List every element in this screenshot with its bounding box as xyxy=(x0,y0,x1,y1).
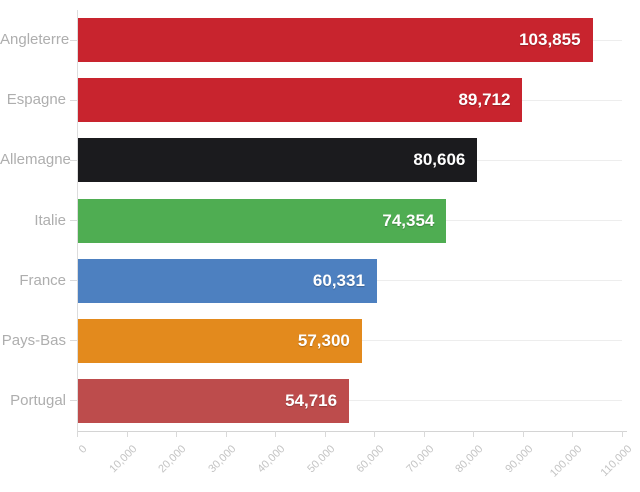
x-tick-80000 xyxy=(473,431,475,437)
category-tick-italie xyxy=(70,220,77,221)
bar-value-france: 60,331 xyxy=(312,270,365,290)
x-tick-110000 xyxy=(622,431,623,437)
x-tick-30000 xyxy=(225,431,227,437)
x-tick-90000 xyxy=(522,431,524,437)
x-tick-label-10000: 10,000 xyxy=(106,443,140,476)
bar-italie[interactable] xyxy=(78,198,447,243)
category-label-italie: Italie xyxy=(34,211,66,229)
bar-value-allemagne: 80,606 xyxy=(413,150,466,170)
x-tick-label-20000: 20,000 xyxy=(156,443,189,476)
bar-value-pays-bas: 57,300 xyxy=(297,330,350,350)
x-tick-label-50000: 50,000 xyxy=(304,443,338,476)
bar-france[interactable] xyxy=(78,258,377,303)
category-tick-espagne xyxy=(70,99,77,101)
bar-portugal[interactable] xyxy=(78,378,350,423)
bar-value-angleterre: 103,855 xyxy=(519,30,581,50)
x-tick-label-110000: 110,000 xyxy=(598,443,635,480)
x-tick-label-70000: 70,000 xyxy=(404,443,437,476)
category-label-allemagne: Allemagne xyxy=(0,151,71,169)
x-tick-label-100000: 100,000 xyxy=(548,443,585,480)
category-tick-angleterre xyxy=(70,39,77,41)
category-label-espagne: Espagne xyxy=(6,91,66,109)
x-tick-60000 xyxy=(374,431,376,437)
x-tick-40000 xyxy=(275,431,277,437)
bar-espagne[interactable] xyxy=(78,78,523,123)
gridline-portugal xyxy=(77,400,622,402)
bar-pays-bas[interactable] xyxy=(78,318,362,363)
category-label-angleterre: Angleterre xyxy=(0,31,70,49)
category-label-france: France xyxy=(19,271,66,289)
x-tick-label-80000: 80,000 xyxy=(453,443,486,476)
x-tick-label-0: 0 xyxy=(76,443,90,456)
category-label-pays-bas: Pays-Bas xyxy=(1,331,66,349)
x-tick-20000 xyxy=(176,431,178,437)
category-tick-portugal xyxy=(70,400,77,402)
category-label-portugal: Portugal xyxy=(10,391,66,409)
x-tick-label-60000: 60,000 xyxy=(354,443,387,476)
x-tick-label-40000: 40,000 xyxy=(255,443,288,476)
bar-value-portugal: 54,716 xyxy=(285,390,338,410)
category-tick-pays-bas xyxy=(70,340,77,342)
x-tick-label-30000: 30,000 xyxy=(205,443,239,476)
bar-value-espagne: 89,712 xyxy=(458,90,511,110)
bar-angleterre[interactable] xyxy=(78,18,593,63)
category-tick-france xyxy=(70,280,77,282)
y-axis-line xyxy=(77,10,78,431)
x-axis-line xyxy=(77,431,627,432)
x-tick-label-90000: 90,000 xyxy=(503,443,536,476)
x-tick-0 xyxy=(77,431,78,437)
bar-value-italie: 74,354 xyxy=(382,210,435,230)
x-tick-100000 xyxy=(572,431,574,437)
x-tick-50000 xyxy=(324,431,326,437)
bar-allemagne[interactable] xyxy=(78,138,478,183)
category-tick-allemagne xyxy=(70,159,77,161)
x-tick-10000 xyxy=(126,431,128,437)
x-tick-70000 xyxy=(423,431,425,437)
